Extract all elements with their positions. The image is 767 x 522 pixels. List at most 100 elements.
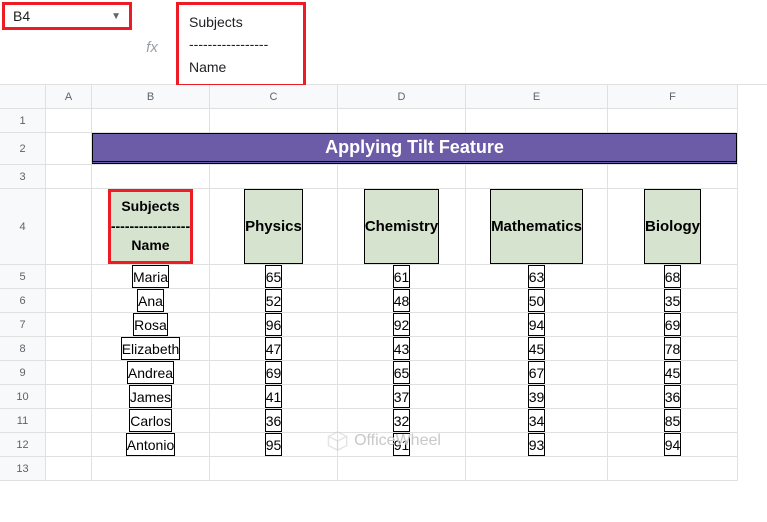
- cell-B4[interactable]: Subjects ----------------- Name: [92, 189, 210, 265]
- cell-D9[interactable]: 65: [338, 361, 466, 385]
- cell-F3[interactable]: [608, 165, 738, 189]
- cell-C1[interactable]: [210, 109, 338, 133]
- col-header-D[interactable]: D: [338, 85, 466, 109]
- cell-D6[interactable]: 48: [338, 289, 466, 313]
- row-header-7[interactable]: 7: [0, 313, 46, 337]
- cell-F1[interactable]: [608, 109, 738, 133]
- cell-B8[interactable]: Elizabeth: [92, 337, 210, 361]
- cell-F5[interactable]: 68: [608, 265, 738, 289]
- col-header-B[interactable]: B: [92, 85, 210, 109]
- row-header-9[interactable]: 9: [0, 361, 46, 385]
- cell-F10[interactable]: 36: [608, 385, 738, 409]
- row-header-6[interactable]: 6: [0, 289, 46, 313]
- cell-A5[interactable]: [46, 265, 92, 289]
- cell-B3[interactable]: [92, 165, 210, 189]
- cell-A11[interactable]: [46, 409, 92, 433]
- value-cell: 65: [265, 265, 283, 288]
- cell-F13[interactable]: [608, 457, 738, 481]
- cell-D1[interactable]: [338, 109, 466, 133]
- cell-E7[interactable]: 94: [466, 313, 608, 337]
- cell-A2[interactable]: [46, 133, 92, 165]
- cell-C13[interactable]: [210, 457, 338, 481]
- cell-D10[interactable]: 37: [338, 385, 466, 409]
- cell-F8[interactable]: 78: [608, 337, 738, 361]
- cell-E4[interactable]: Mathematics: [466, 189, 608, 265]
- cell-C3[interactable]: [210, 165, 338, 189]
- cell-E10[interactable]: 39: [466, 385, 608, 409]
- cell-C4[interactable]: Physics: [210, 189, 338, 265]
- cell-A4[interactable]: [46, 189, 92, 265]
- cell-F11[interactable]: 85: [608, 409, 738, 433]
- cell-A13[interactable]: [46, 457, 92, 481]
- cell-D13[interactable]: [338, 457, 466, 481]
- cell-E9[interactable]: 67: [466, 361, 608, 385]
- cell-A3[interactable]: [46, 165, 92, 189]
- row-header-13[interactable]: 13: [0, 457, 46, 481]
- cell-A9[interactable]: [46, 361, 92, 385]
- cell-C12[interactable]: 95: [210, 433, 338, 457]
- cell-E12[interactable]: 93: [466, 433, 608, 457]
- cell-D3[interactable]: [338, 165, 466, 189]
- title-cell[interactable]: Applying Tilt Feature: [92, 133, 738, 165]
- cell-E11[interactable]: 34: [466, 409, 608, 433]
- chevron-down-icon: ▼: [111, 11, 121, 22]
- cell-C7[interactable]: 96: [210, 313, 338, 337]
- cell-D12[interactable]: 91: [338, 433, 466, 457]
- select-all-corner[interactable]: [0, 85, 46, 109]
- row-header-11[interactable]: 11: [0, 409, 46, 433]
- cell-A12[interactable]: [46, 433, 92, 457]
- cell-C9[interactable]: 69: [210, 361, 338, 385]
- cell-F4[interactable]: Biology: [608, 189, 738, 265]
- row-header-1[interactable]: 1: [0, 109, 46, 133]
- col-header-E[interactable]: E: [466, 85, 608, 109]
- col-header-F[interactable]: F: [608, 85, 738, 109]
- cell-B12[interactable]: Antonio: [92, 433, 210, 457]
- cell-C11[interactable]: 36: [210, 409, 338, 433]
- cell-E8[interactable]: 45: [466, 337, 608, 361]
- cell-B7[interactable]: Rosa: [92, 313, 210, 337]
- row-header-4[interactable]: 4: [0, 189, 46, 265]
- cell-B5[interactable]: Maria: [92, 265, 210, 289]
- cell-A8[interactable]: [46, 337, 92, 361]
- cell-D8[interactable]: 43: [338, 337, 466, 361]
- cell-A7[interactable]: [46, 313, 92, 337]
- cell-B11[interactable]: Carlos: [92, 409, 210, 433]
- cell-B13[interactable]: [92, 457, 210, 481]
- cell-D11[interactable]: 32: [338, 409, 466, 433]
- cell-F9[interactable]: 45: [608, 361, 738, 385]
- cell-E3[interactable]: [466, 165, 608, 189]
- cell-F7[interactable]: 69: [608, 313, 738, 337]
- col-header-C[interactable]: C: [210, 85, 338, 109]
- cell-C6[interactable]: 52: [210, 289, 338, 313]
- value-cell: 36: [265, 409, 283, 432]
- cell-D4[interactable]: Chemistry: [338, 189, 466, 265]
- cell-C10[interactable]: 41: [210, 385, 338, 409]
- cell-D5[interactable]: 61: [338, 265, 466, 289]
- cell-A10[interactable]: [46, 385, 92, 409]
- row-header-8[interactable]: 8: [0, 337, 46, 361]
- row-header-2[interactable]: 2: [0, 133, 46, 165]
- row-header-12[interactable]: 12: [0, 433, 46, 457]
- formula-bar-input[interactable]: Subjects ----------------- Name: [176, 2, 306, 87]
- cell-B6[interactable]: Ana: [92, 289, 210, 313]
- cell-C5[interactable]: 65: [210, 265, 338, 289]
- cell-B10[interactable]: James: [92, 385, 210, 409]
- name-box[interactable]: B4 ▼: [2, 2, 132, 30]
- cell-F12[interactable]: 94: [608, 433, 738, 457]
- col-header-A[interactable]: A: [46, 85, 92, 109]
- cell-E1[interactable]: [466, 109, 608, 133]
- cell-B9[interactable]: Andrea: [92, 361, 210, 385]
- value-cell: 69: [265, 361, 283, 384]
- cell-F6[interactable]: 35: [608, 289, 738, 313]
- cell-D7[interactable]: 92: [338, 313, 466, 337]
- cell-E6[interactable]: 50: [466, 289, 608, 313]
- cell-E5[interactable]: 63: [466, 265, 608, 289]
- row-header-3[interactable]: 3: [0, 165, 46, 189]
- row-header-10[interactable]: 10: [0, 385, 46, 409]
- cell-A1[interactable]: [46, 109, 92, 133]
- row-header-5[interactable]: 5: [0, 265, 46, 289]
- cell-B1[interactable]: [92, 109, 210, 133]
- cell-A6[interactable]: [46, 289, 92, 313]
- cell-C8[interactable]: 47: [210, 337, 338, 361]
- cell-E13[interactable]: [466, 457, 608, 481]
